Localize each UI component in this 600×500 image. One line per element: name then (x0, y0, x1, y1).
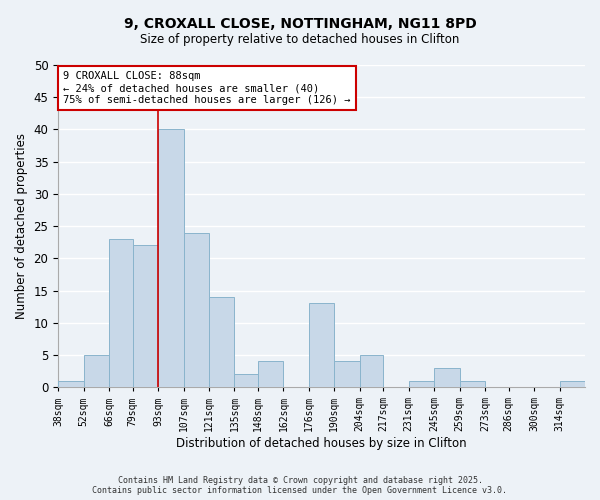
Bar (258, 362, 283, 387)
X-axis label: Distribution of detached houses by size in Clifton: Distribution of detached houses by size … (176, 437, 467, 450)
Bar (109, 239, 133, 387)
Bar (460, 380, 485, 387)
Bar (83, 355, 109, 387)
Y-axis label: Number of detached properties: Number of detached properties (15, 133, 28, 319)
Text: 9, CROXALL CLOSE, NOTTINGHAM, NG11 8PD: 9, CROXALL CLOSE, NOTTINGHAM, NG11 8PD (124, 18, 476, 32)
Bar (309, 304, 334, 387)
Bar (235, 374, 258, 387)
Bar (58, 380, 83, 387)
Bar (334, 362, 360, 387)
Text: Contains HM Land Registry data © Crown copyright and database right 2025.
Contai: Contains HM Land Registry data © Crown c… (92, 476, 508, 495)
Bar (158, 130, 184, 387)
Bar (360, 355, 383, 387)
Bar (409, 380, 434, 387)
Text: Size of property relative to detached houses in Clifton: Size of property relative to detached ho… (140, 32, 460, 46)
Bar (560, 380, 585, 387)
Bar (133, 246, 158, 387)
Bar (209, 297, 235, 387)
Text: 9 CROXALL CLOSE: 88sqm
← 24% of detached houses are smaller (40)
75% of semi-det: 9 CROXALL CLOSE: 88sqm ← 24% of detached… (64, 72, 351, 104)
Bar (434, 368, 460, 387)
Bar (184, 232, 209, 387)
